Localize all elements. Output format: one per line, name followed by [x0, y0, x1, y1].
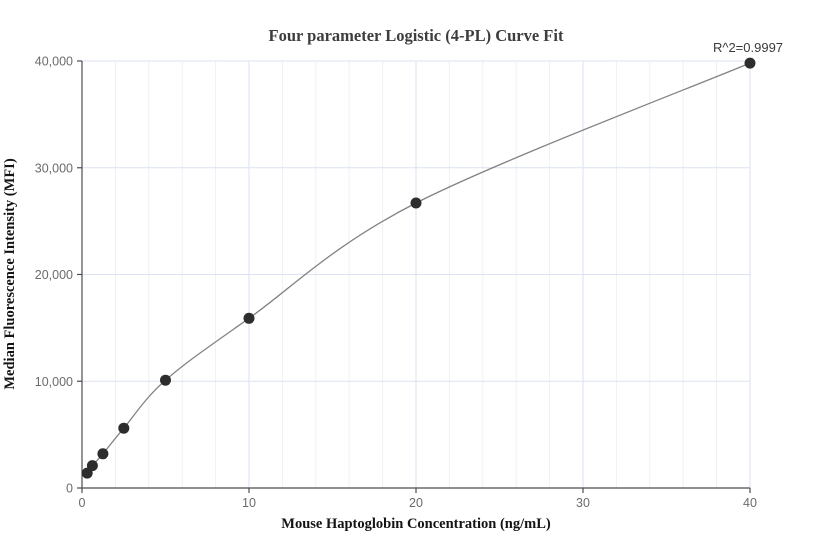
y-tick-label: 30,000: [35, 161, 73, 175]
chart-title: Four parameter Logistic (4-PL) Curve Fit: [269, 26, 564, 45]
fit-curve-line: [86, 62, 751, 474]
y-tick-label: 40,000: [35, 55, 73, 69]
data-point: [410, 197, 422, 209]
x-tick-label: 0: [79, 496, 86, 510]
data-point: [86, 460, 98, 472]
axis-layer: 0 10 20 30 40 0 10,000 20,000 30,000 40,000: [35, 55, 757, 511]
x-tick-label: 20: [409, 496, 423, 510]
r-squared-annotation: R^2=0.9997: [713, 40, 783, 55]
y-axis-title: Median Fluorescence Intensity (MFI): [2, 158, 18, 389]
x-tick-label: 30: [576, 496, 590, 510]
y-tick-label: 20,000: [35, 268, 73, 282]
y-tick-label: 10,000: [35, 375, 73, 389]
data-point: [243, 312, 255, 324]
data-point: [97, 448, 109, 460]
grid-layer: [82, 60, 751, 488]
x-tick-label: 40: [743, 496, 757, 510]
data-point: [744, 57, 756, 69]
data-point: [160, 374, 171, 386]
x-tick-label: 10: [242, 496, 256, 510]
x-axis-title: Mouse Haptoglobin Concentration (ng/mL): [281, 516, 551, 532]
y-tick-label: 0: [66, 482, 73, 496]
data-point: [118, 422, 130, 434]
data-points-layer: [81, 57, 756, 479]
